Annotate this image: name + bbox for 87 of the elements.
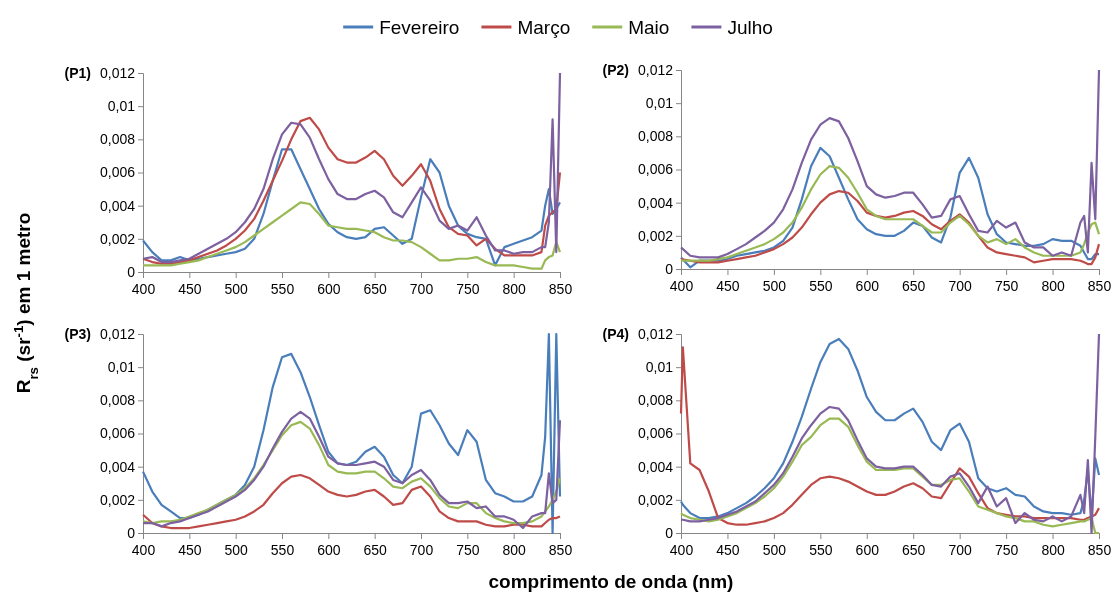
y-tick-label: 0,004 — [99, 197, 136, 214]
x-tick-label: 800 — [1041, 277, 1065, 294]
line-series — [679, 68, 1101, 259]
x-tick-label: 600 — [855, 277, 880, 294]
y-tick-label: 0,004 — [99, 458, 136, 475]
x-tick-label: 700 — [948, 541, 973, 558]
chart-title: (P3) — [64, 326, 91, 342]
y-tick-label: 0,008 — [99, 392, 136, 409]
x-tick-label: 800 — [502, 280, 527, 297]
line-series — [679, 165, 1101, 262]
x-tick-label: 450 — [716, 541, 740, 558]
x-tick-label: 850 — [1087, 541, 1112, 558]
x-tick-label: 400 — [131, 280, 156, 297]
y-tick-label: 0,012 — [637, 61, 674, 78]
legend-label: Julho — [727, 17, 773, 38]
x-tick-label: 800 — [1041, 541, 1065, 558]
x-tick-label: 450 — [178, 541, 202, 558]
y-tick-label: 0,01 — [107, 359, 136, 376]
legend-label: Março — [517, 17, 571, 38]
x-axis-title: comprimento de onda (nm) — [488, 571, 734, 592]
line-series — [679, 189, 1101, 266]
y-tick-label: 0,006 — [637, 425, 674, 442]
y-tick-label: 0,012 — [99, 325, 136, 342]
x-tick-label: 400 — [669, 541, 694, 558]
line-series — [141, 148, 562, 267]
x-tick-label: 500 — [762, 277, 787, 294]
y-tick-label: 0,006 — [637, 161, 674, 178]
x-tick-label: 450 — [178, 280, 202, 297]
y-tick-label: 0,002 — [99, 230, 136, 247]
line-series — [141, 332, 562, 535]
y-tick-label: 0,008 — [637, 392, 674, 409]
x-tick-label: 700 — [948, 277, 973, 294]
y-tick-label: 0,004 — [637, 458, 674, 475]
x-tick-label: 500 — [224, 541, 249, 558]
chart-title: (P2) — [602, 62, 629, 78]
line-series — [141, 201, 562, 270]
x-tick-label: 450 — [716, 277, 740, 294]
x-tick-label: 700 — [409, 541, 434, 558]
legend-label: Maio — [628, 17, 670, 38]
y-tick-label: 0,002 — [99, 491, 136, 508]
y-tick-label: 0,01 — [645, 95, 674, 112]
y-tick-label: 0,006 — [99, 164, 136, 181]
x-tick-label: 850 — [548, 541, 573, 558]
x-tick-label: 750 — [994, 277, 1019, 294]
y-tick-label: 0,008 — [99, 131, 136, 148]
line-series — [141, 71, 562, 264]
line-series — [679, 146, 1101, 269]
x-tick-label: 650 — [902, 541, 926, 558]
x-tick-label: 550 — [270, 541, 295, 558]
x-tick-label: 700 — [409, 280, 434, 297]
x-tick-label: 550 — [809, 277, 833, 294]
x-tick-label: 750 — [456, 541, 480, 558]
x-tick-label: 850 — [548, 280, 573, 297]
y-tick-label: 0,01 — [107, 98, 136, 115]
y-tick-label: 0,002 — [637, 491, 674, 508]
y-tick-label: 0,002 — [637, 227, 674, 244]
x-tick-label: 600 — [317, 280, 341, 297]
y-tick-label: 0,012 — [637, 325, 674, 342]
x-tick-label: 550 — [270, 280, 295, 297]
chart-title: (P1) — [64, 65, 91, 81]
x-tick-label: 400 — [669, 277, 694, 294]
x-tick-label: 500 — [762, 541, 787, 558]
x-tick-label: 400 — [131, 541, 156, 558]
y-tick-label: 0 — [127, 263, 136, 280]
x-tick-label: 650 — [363, 280, 388, 297]
legend-label: Fevereiro — [379, 17, 460, 38]
x-tick-label: 500 — [224, 280, 249, 297]
y-tick-label: 0 — [665, 260, 674, 277]
chart-title: (P4) — [602, 326, 629, 342]
x-tick-label: 750 — [456, 280, 480, 297]
y-tick-label: 0,01 — [645, 359, 674, 376]
x-tick-label: 600 — [855, 541, 880, 558]
line-series — [679, 417, 1101, 535]
y-tick-label: 0 — [127, 524, 136, 541]
x-tick-label: 850 — [1087, 277, 1112, 294]
y-tick-label: 0,008 — [637, 128, 674, 145]
y-tick-label: 0,012 — [99, 64, 136, 81]
y-tick-label: 0,006 — [99, 425, 136, 442]
x-tick-label: 800 — [502, 541, 527, 558]
x-tick-label: 550 — [809, 541, 833, 558]
line-series — [141, 473, 562, 530]
x-tick-label: 650 — [363, 541, 388, 558]
x-tick-label: 600 — [317, 541, 341, 558]
y-tick-label: 0,004 — [637, 194, 674, 211]
y-tick-label: 0 — [665, 524, 674, 541]
x-tick-label: 650 — [902, 277, 926, 294]
x-tick-label: 750 — [994, 541, 1019, 558]
